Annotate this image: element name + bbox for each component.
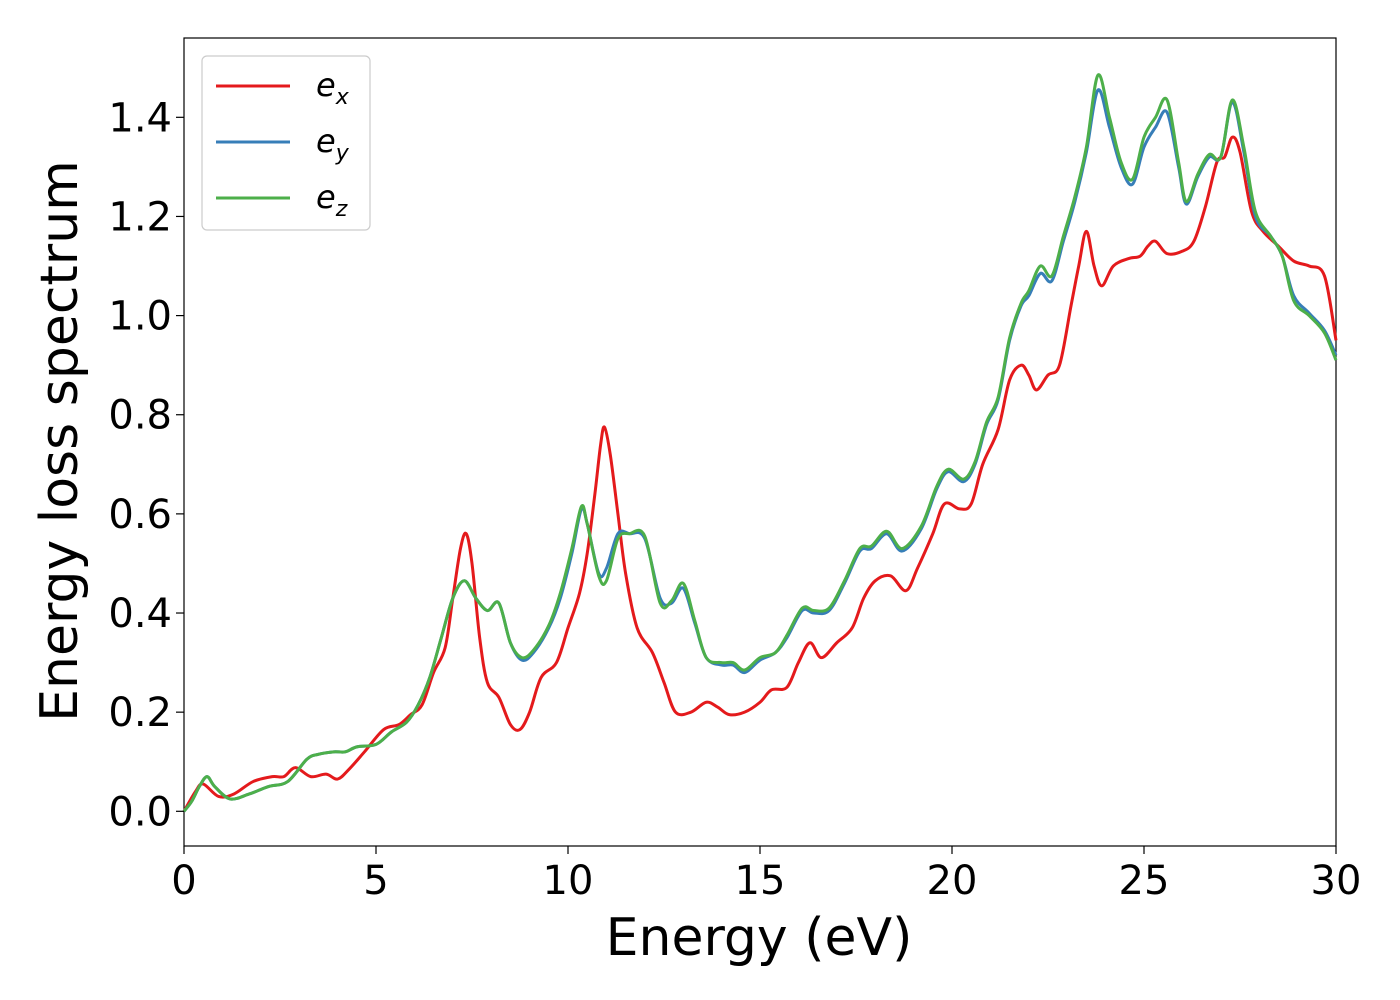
x-tick-label: 15 (735, 858, 786, 904)
y-tick-label: 0.4 (108, 591, 172, 637)
x-axis-title: Energy (eV) (606, 908, 913, 968)
series-layer (182, 73, 1338, 813)
y-axis-ticks: 0.0 0.2 0.4 0.6 0.8 1.0 1.2 1.4 (108, 95, 184, 835)
series-line-x (182, 135, 1338, 813)
x-tick-label: 30 (1311, 858, 1362, 904)
y-tick-label: 0.0 (108, 789, 172, 835)
x-tick-label: 0 (171, 858, 196, 904)
x-tick-label: 25 (1119, 858, 1170, 904)
x-tick-label: 20 (927, 858, 978, 904)
y-tick-label: 0.2 (108, 690, 172, 736)
x-tick-label: 10 (543, 858, 594, 904)
series-line-z (182, 73, 1338, 813)
y-axis-title: Energy loss spectrum (30, 160, 90, 722)
y-tick-label: 0.6 (108, 492, 172, 538)
y-tick-label: 0.8 (108, 393, 172, 439)
y-tick-label: 1.0 (108, 294, 172, 340)
y-tick-label: 1.4 (108, 95, 172, 141)
x-tick-label: 5 (363, 858, 388, 904)
y-tick-label: 1.2 (108, 194, 172, 240)
x-axis-ticks: 0 5 10 15 20 25 30 (171, 846, 1361, 904)
